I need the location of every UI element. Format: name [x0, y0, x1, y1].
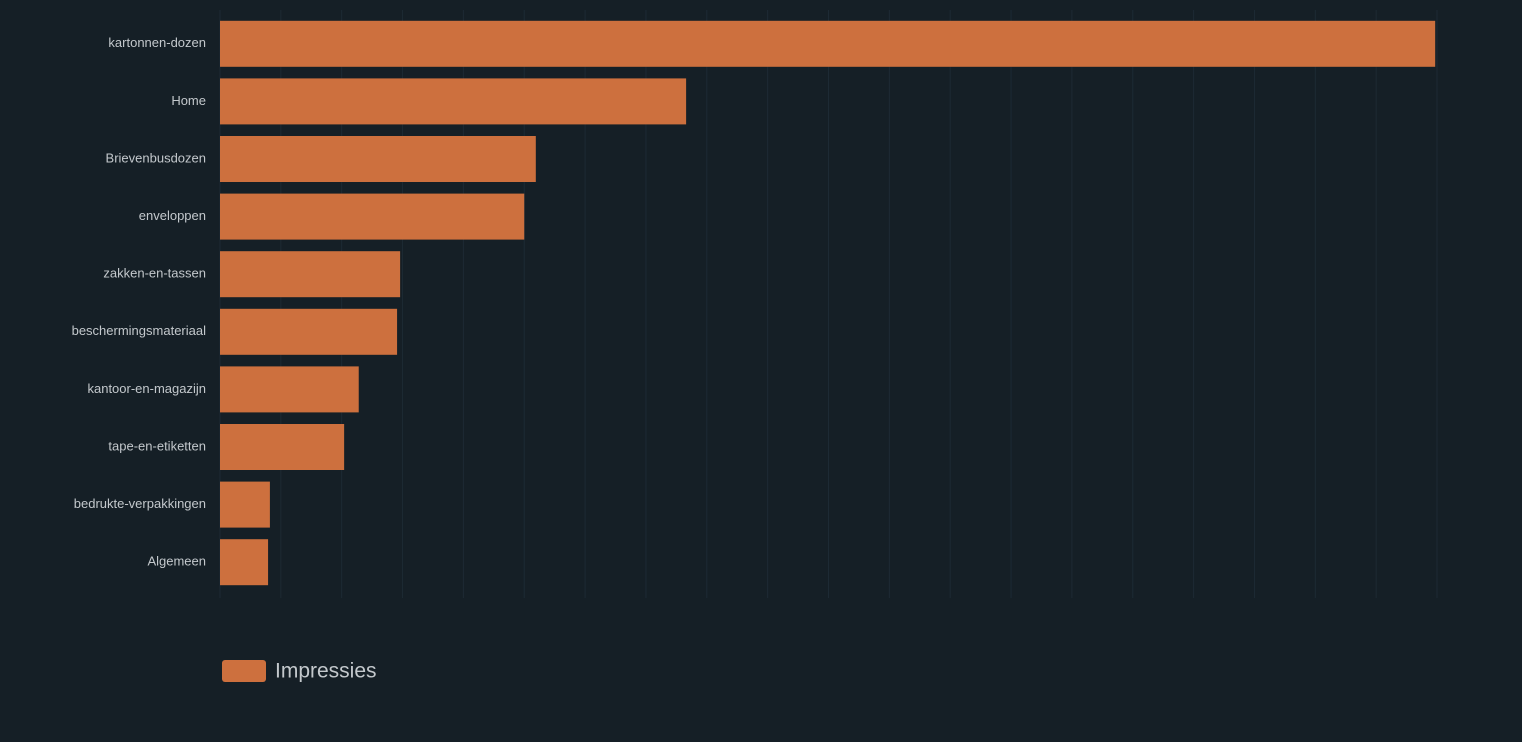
bar [220, 366, 359, 413]
bar [220, 136, 536, 182]
bar [220, 424, 345, 470]
bar [220, 481, 270, 528]
y-tick-label: beschermingsmateriaal [72, 323, 207, 338]
bar [220, 78, 687, 125]
y-tick-label: enveloppen [139, 208, 206, 223]
y-tick-label: bedrukte-verpakkingen [74, 496, 206, 511]
bar [220, 20, 1436, 67]
y-tick-label: Brievenbusdozen [106, 150, 206, 165]
y-tick-label: zakken-en-tassen [103, 266, 206, 281]
y-tick-label: tape-en-etiketten [108, 438, 206, 453]
legend-label: Impressies [275, 660, 377, 683]
y-tick-label: kantoor-en-magazijn [87, 381, 206, 396]
bar [220, 308, 398, 355]
y-tick-label: kartonnen-dozen [108, 35, 206, 50]
bar [220, 193, 525, 240]
bar [220, 539, 269, 586]
bar [220, 251, 401, 298]
legend-swatch [222, 660, 266, 682]
y-tick-label: Home [171, 93, 206, 108]
y-tick-label: Algemeen [147, 554, 206, 569]
